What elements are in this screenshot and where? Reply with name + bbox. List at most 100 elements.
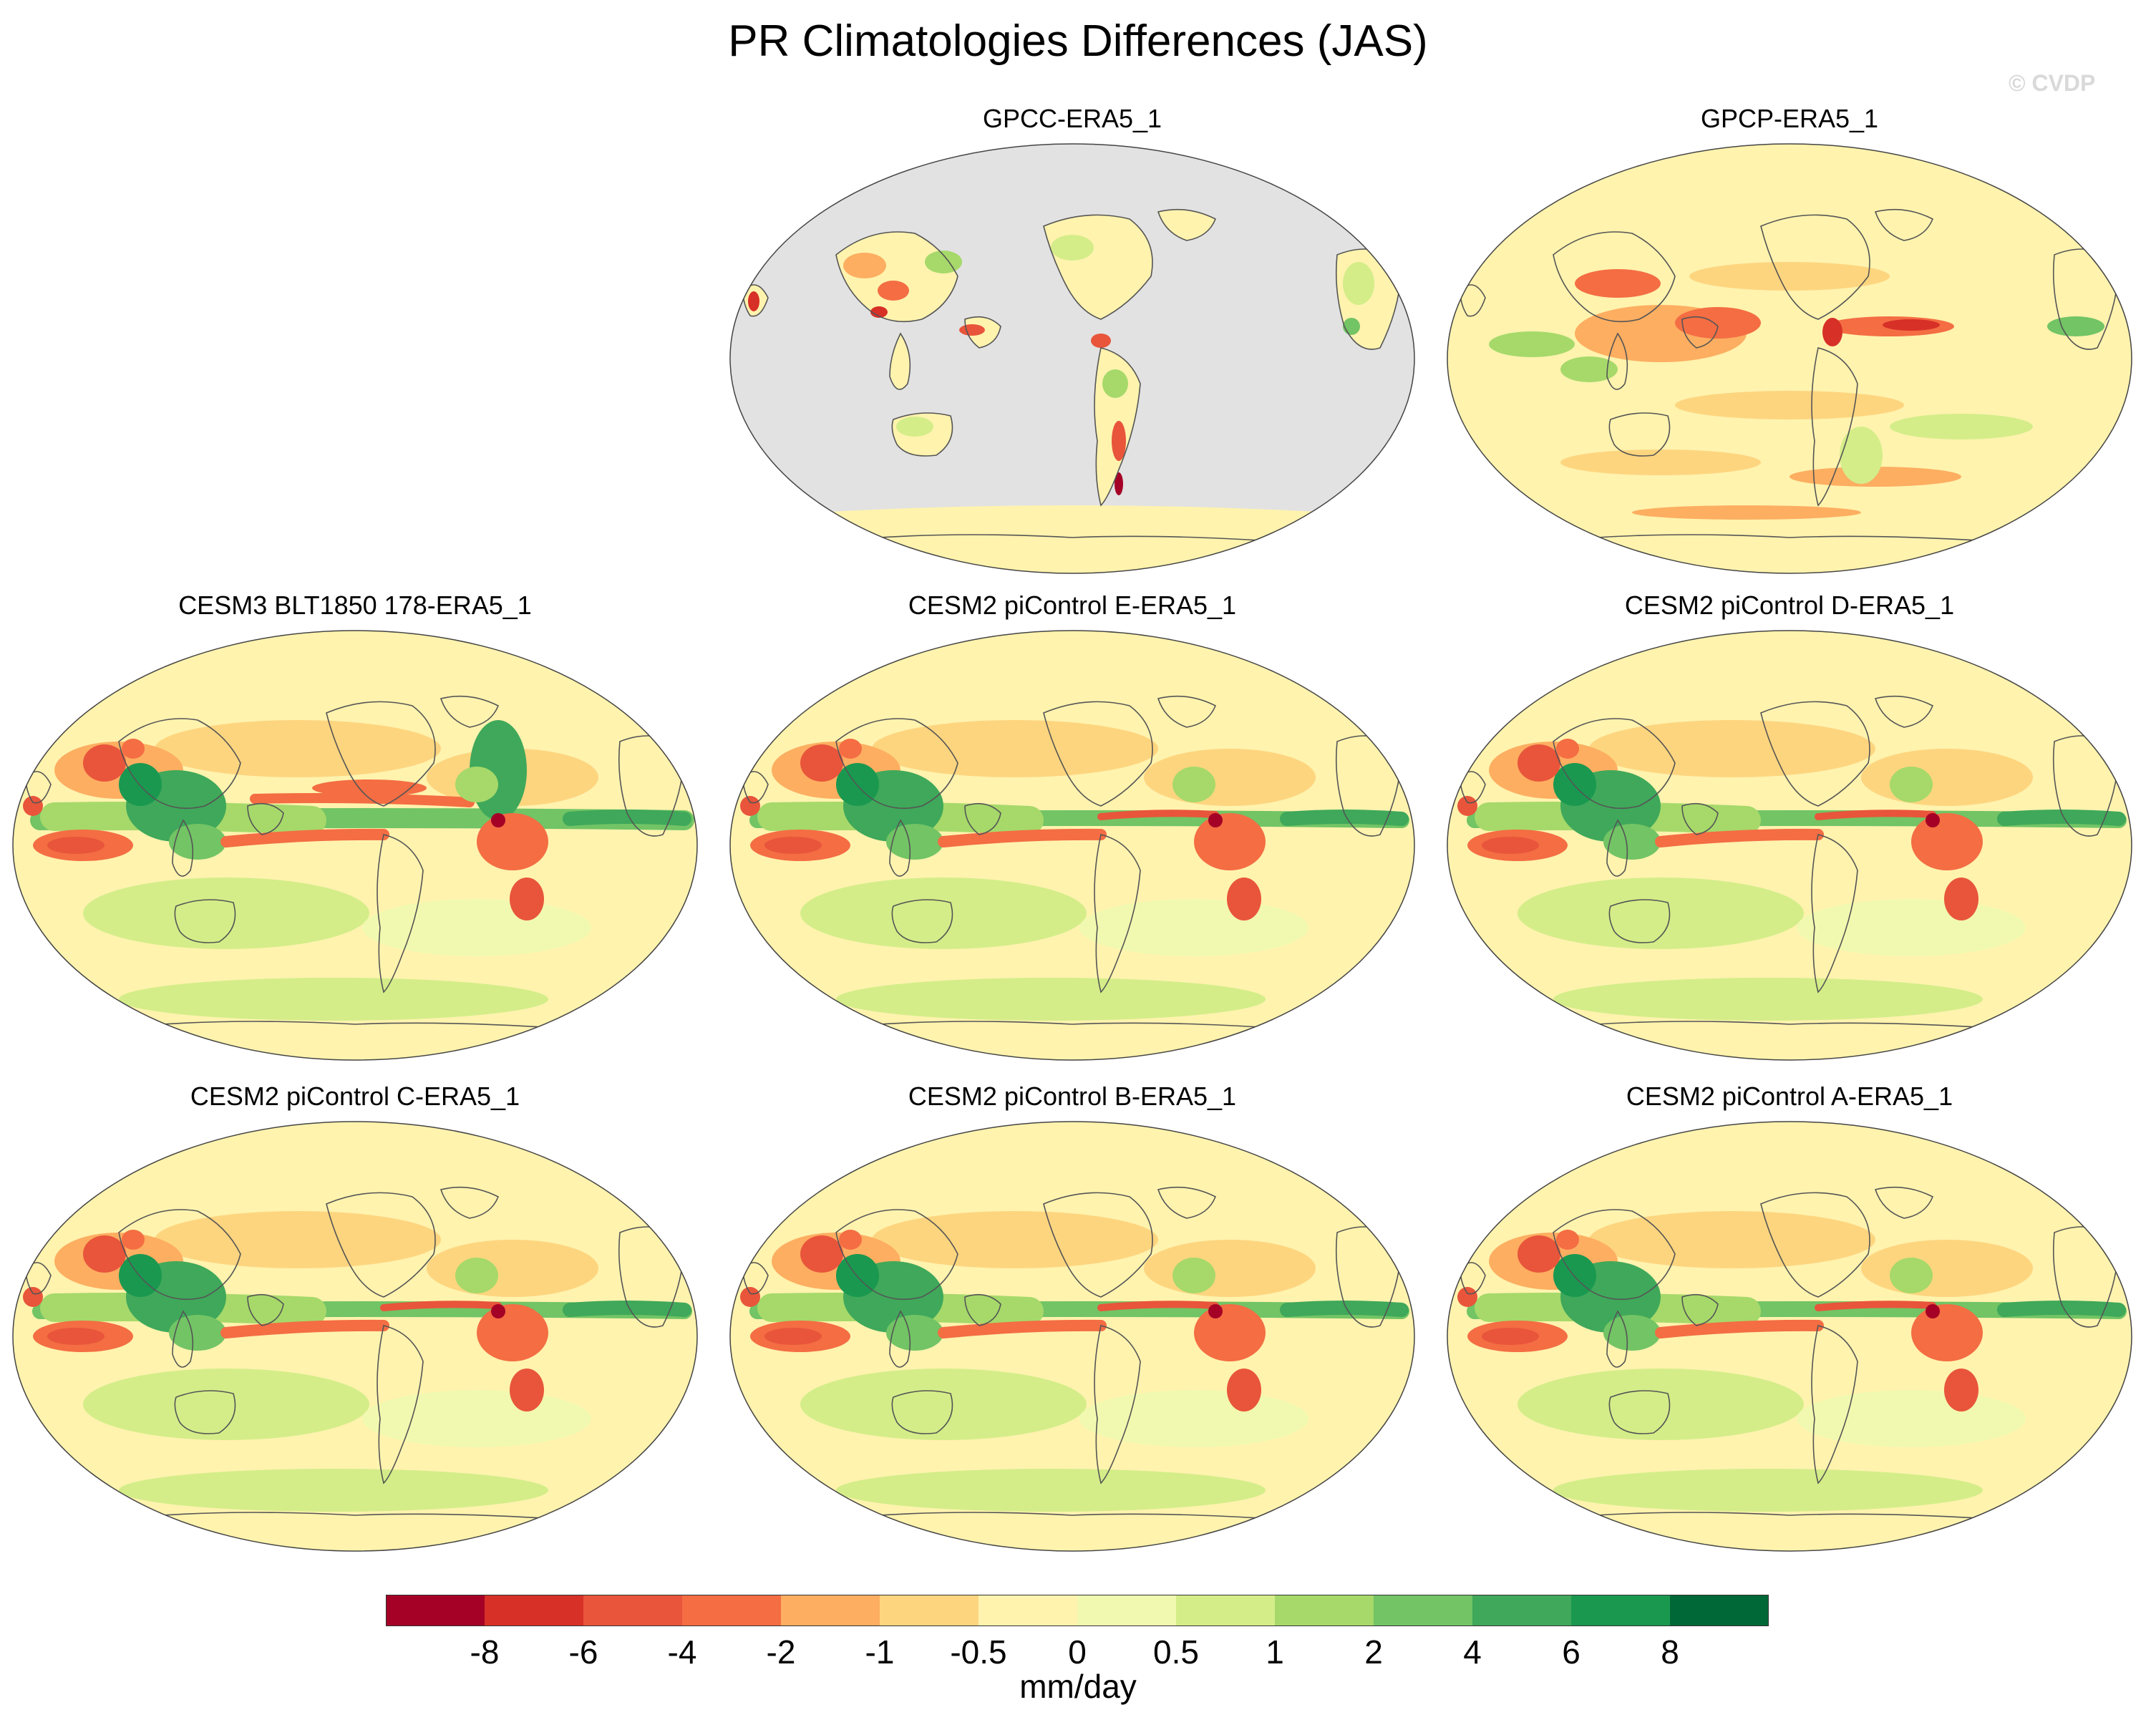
precip-anomaly-patch bbox=[119, 763, 162, 806]
map-field bbox=[730, 1122, 1414, 1551]
colorbar-tick-label: 0 bbox=[1068, 1633, 1087, 1671]
precip-anomaly-patch bbox=[1102, 369, 1128, 398]
precip-anomaly-patch bbox=[1091, 334, 1111, 348]
itcz-band bbox=[1280, 810, 1409, 826]
itcz-band bbox=[1280, 1301, 1409, 1317]
coastline bbox=[964, 802, 1001, 835]
coastline bbox=[835, 1021, 1273, 1029]
coastline bbox=[1553, 534, 1991, 542]
dry-band bbox=[380, 1301, 502, 1311]
colorbar-tick-label: 2 bbox=[1364, 1633, 1383, 1671]
precip-anomaly-patch bbox=[1840, 427, 1883, 484]
coastline bbox=[889, 819, 911, 877]
coastline bbox=[440, 1186, 500, 1219]
dry-band bbox=[938, 1319, 1107, 1338]
map-field bbox=[1447, 1122, 2132, 1551]
precip-anomaly-patch bbox=[1482, 1328, 1539, 1345]
coastline bbox=[326, 1192, 436, 1298]
precip-anomaly-patch bbox=[1227, 878, 1261, 920]
precip-anomaly-patch bbox=[2047, 316, 2104, 336]
precip-anomaly-patch bbox=[1560, 449, 1761, 475]
colorbar-units: mm/day bbox=[1019, 1668, 1137, 1705]
itcz-band bbox=[563, 810, 691, 826]
coastline bbox=[835, 534, 1273, 542]
precip-anomaly-patch bbox=[740, 1287, 760, 1307]
coastline bbox=[1553, 1209, 1676, 1301]
precip-anomaly-patch bbox=[119, 1254, 162, 1297]
map-field bbox=[13, 1122, 697, 1551]
precip-anomaly-patch bbox=[83, 1235, 126, 1273]
map-border bbox=[12, 1121, 698, 1552]
map-panel-cesm2-b: CESM2 piControl B-ERA5_1 bbox=[729, 1082, 1416, 1555]
precip-anomaly-patch bbox=[455, 1258, 498, 1293]
precip-anomaly-patch bbox=[491, 1304, 505, 1318]
coastline bbox=[118, 1021, 556, 1029]
precip-anomaly-patch bbox=[169, 1315, 226, 1351]
coastline bbox=[742, 771, 769, 804]
precip-anomaly-patch bbox=[925, 251, 962, 273]
map-border bbox=[1447, 1121, 2132, 1552]
coastline bbox=[835, 718, 958, 810]
panel-title: CESM2 piControl C-ERA5_1 bbox=[190, 1082, 520, 1111]
precip-anomaly-patch bbox=[155, 720, 441, 777]
precip-anomaly-patch bbox=[312, 779, 427, 797]
precip-anomaly-patch bbox=[1553, 1254, 1596, 1297]
map-cesm2-d bbox=[1447, 630, 2132, 1061]
coastline bbox=[1811, 834, 1858, 993]
colorbar-tick-label: -4 bbox=[667, 1633, 697, 1671]
panel-title: CESM3 BLT1850 178-ERA5_1 bbox=[178, 591, 532, 620]
coastline bbox=[742, 1262, 769, 1295]
coastline bbox=[174, 899, 236, 943]
precip-anomaly-patch bbox=[1861, 749, 2033, 806]
precip-anomaly-patch bbox=[959, 324, 985, 336]
precip-anomaly-patch bbox=[1603, 824, 1661, 860]
panel-title: CESM2 piControl E-ERA5_1 bbox=[908, 591, 1237, 620]
coastline bbox=[891, 1390, 953, 1434]
coastline bbox=[1760, 701, 1870, 807]
precip-anomaly-patch bbox=[800, 878, 1087, 949]
precip-anomaly-patch bbox=[836, 978, 1266, 1021]
precip-anomaly-patch bbox=[1890, 1258, 1933, 1293]
precip-anomaly-patch bbox=[47, 837, 105, 854]
precip-anomaly-patch bbox=[122, 739, 145, 759]
precip-anomaly-patch bbox=[1172, 767, 1215, 802]
precip-anomaly-patch bbox=[1518, 744, 1560, 782]
precip-anomaly-patch bbox=[1112, 421, 1126, 461]
colorbar-swatch bbox=[1670, 1595, 1769, 1626]
precip-anomaly-patch bbox=[1482, 837, 1539, 854]
land-region bbox=[800, 505, 1344, 573]
precip-anomaly-patch bbox=[1518, 1369, 1804, 1440]
precip-anomaly-patch bbox=[843, 253, 886, 278]
precip-anomaly-patch bbox=[1911, 1304, 1983, 1361]
precip-anomaly-patch bbox=[1051, 235, 1094, 261]
precip-anomaly-patch bbox=[23, 1287, 43, 1307]
precip-anomaly-patch bbox=[878, 281, 909, 301]
coastline bbox=[174, 1390, 236, 1434]
colorbar-swatch bbox=[1176, 1595, 1275, 1626]
panel-title: CESM2 piControl D-ERA5_1 bbox=[1624, 591, 1955, 620]
precip-anomaly-patch bbox=[1079, 899, 1308, 956]
precip-anomaly-patch bbox=[872, 1211, 1158, 1268]
panel-title: GPCP-ERA5_1 bbox=[1700, 104, 1879, 133]
coastlines bbox=[742, 695, 1402, 1029]
precip-anomaly-patch bbox=[836, 763, 879, 806]
coastline bbox=[247, 802, 284, 835]
map-cesm2-c bbox=[12, 1121, 698, 1552]
precip-anomaly-patch bbox=[1560, 356, 1618, 382]
precip-anomaly-patch bbox=[1689, 262, 1890, 291]
coastline bbox=[118, 1512, 556, 1520]
precip-anomaly-patch bbox=[886, 824, 943, 860]
colorbar-tick-label: -8 bbox=[470, 1633, 500, 1671]
precip-anomaly-patch bbox=[1556, 739, 1579, 759]
coastlines bbox=[1460, 208, 2119, 542]
precip-anomaly-patch bbox=[1079, 1390, 1308, 1447]
precip-anomaly-patch bbox=[1194, 813, 1266, 870]
itcz-band bbox=[563, 1301, 691, 1317]
map-panel-cesm3: CESM3 BLT1850 178-ERA5_1 bbox=[11, 591, 699, 1064]
map-panel-gpcc: GPCC-ERA5_1 bbox=[729, 105, 1416, 577]
coastline bbox=[1606, 819, 1628, 877]
precip-anomaly-patch bbox=[1890, 414, 2033, 439]
colorbar-swatch bbox=[682, 1595, 781, 1626]
coastline bbox=[835, 231, 958, 323]
precip-anomaly-patch bbox=[764, 1328, 822, 1345]
